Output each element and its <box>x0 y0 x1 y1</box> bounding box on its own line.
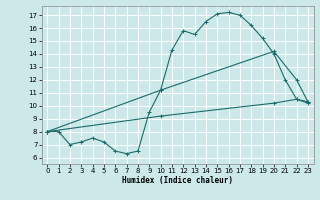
X-axis label: Humidex (Indice chaleur): Humidex (Indice chaleur) <box>122 176 233 185</box>
